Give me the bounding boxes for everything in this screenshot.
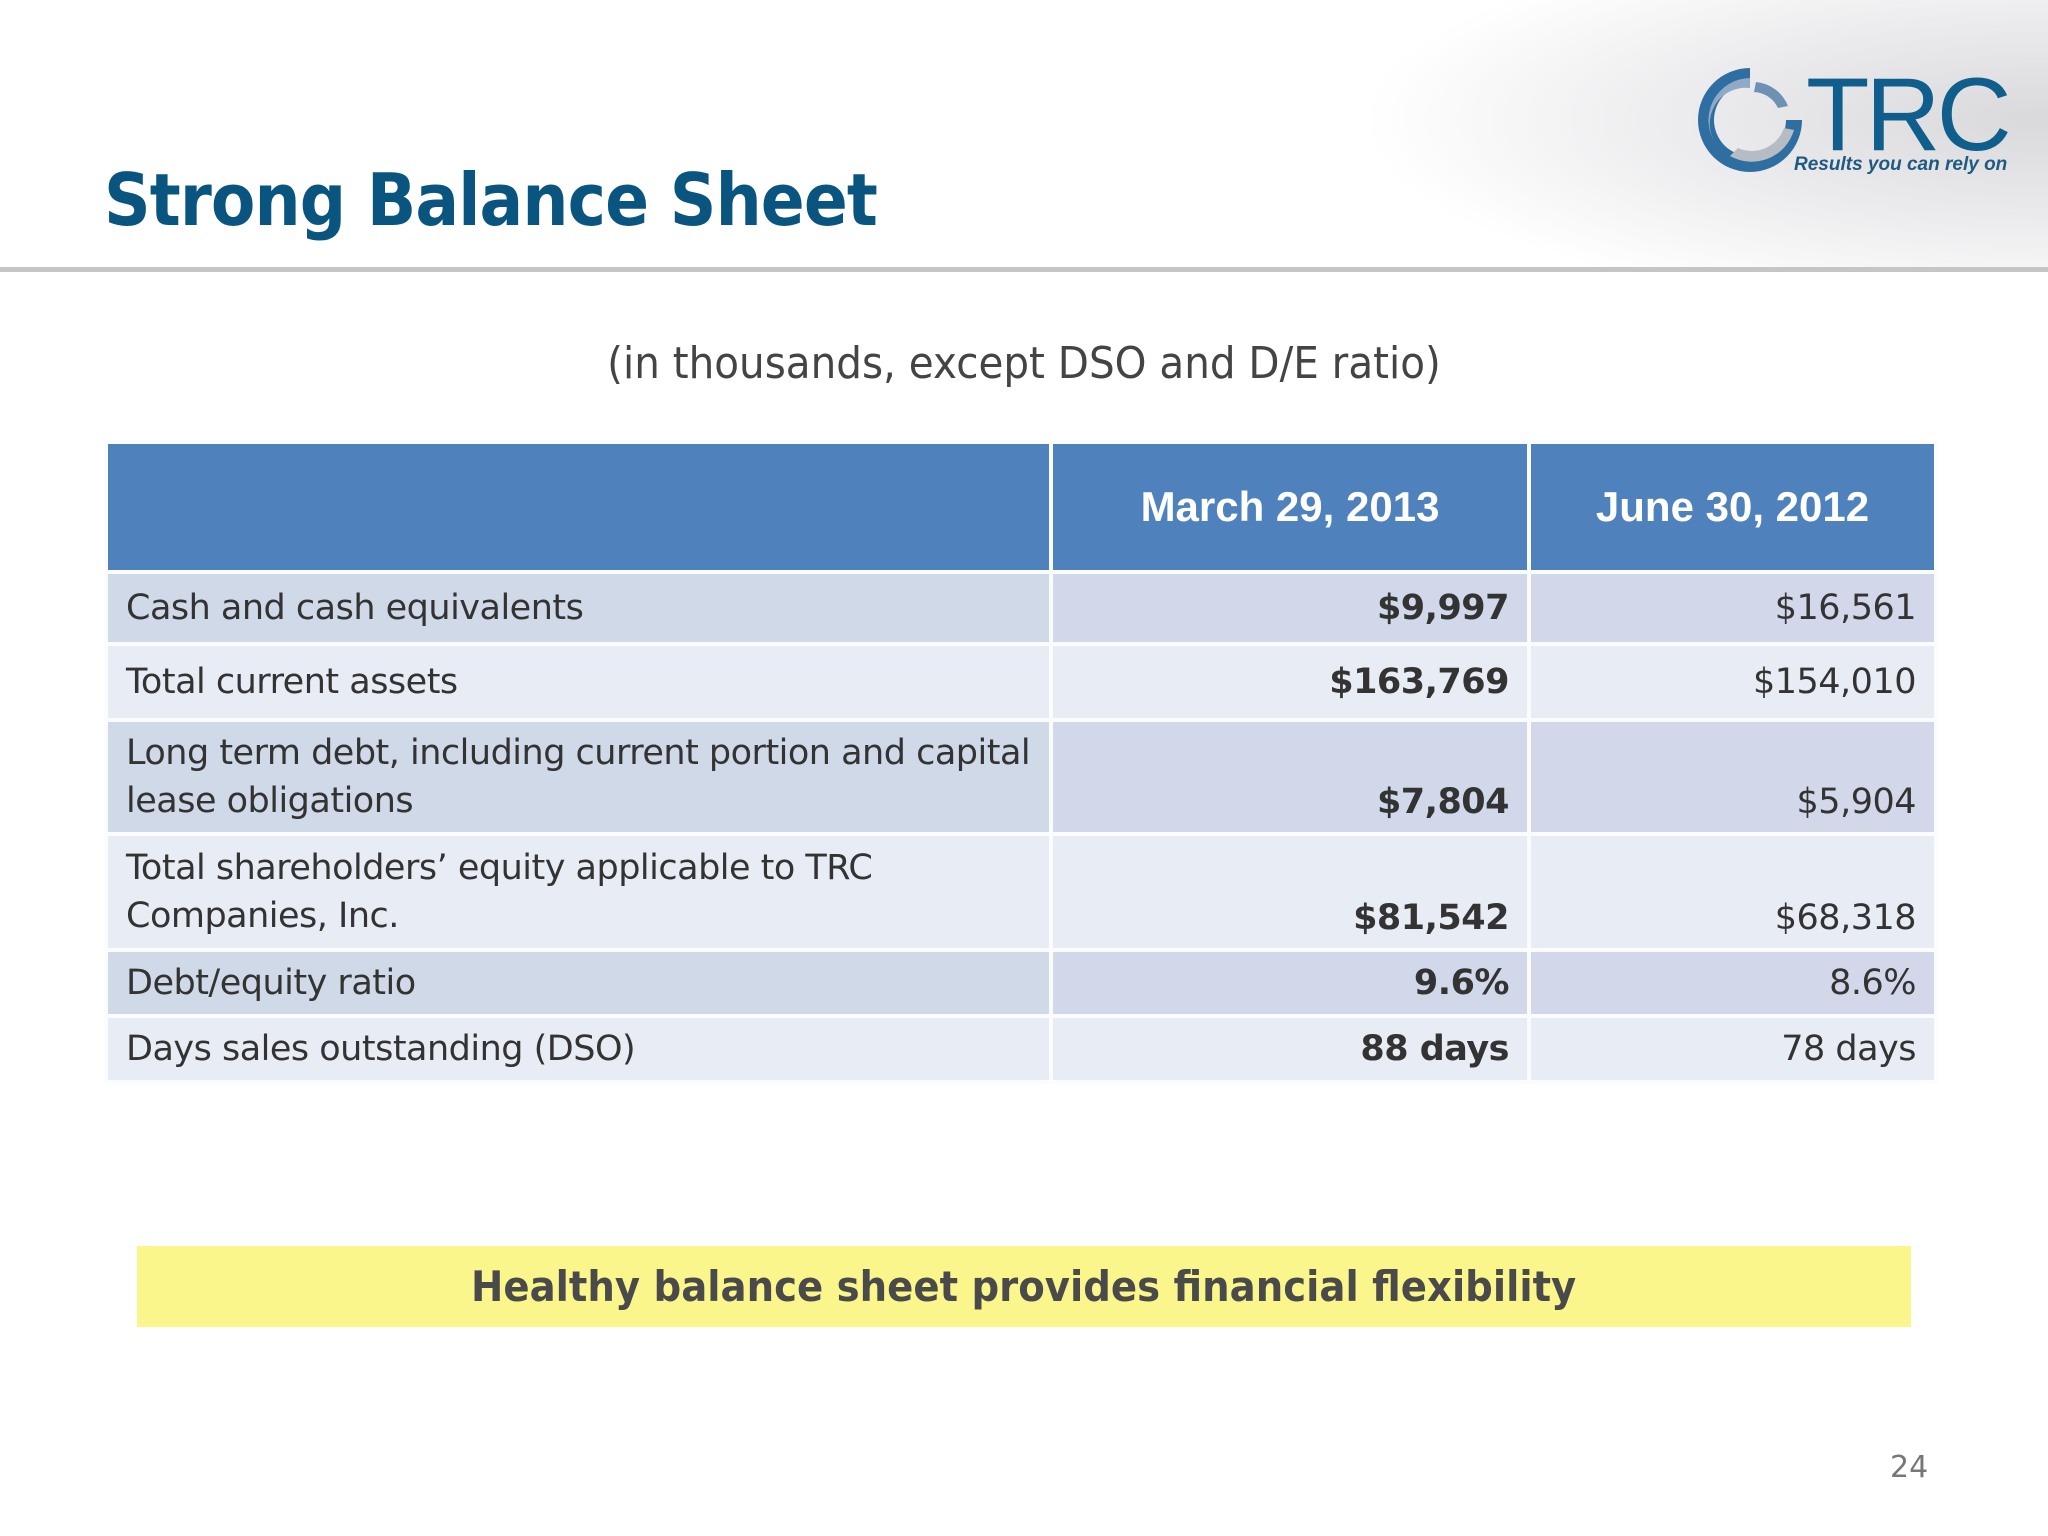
header-label-column (104, 440, 1053, 574)
logo-tagline: Results you can rely on (1794, 154, 2008, 175)
header-june-2012: June 30, 2012 (1527, 440, 1938, 574)
table-header-row: March 29, 2013 June 30, 2012 (104, 440, 1938, 574)
trc-logo: TRC Results you can rely on (1690, 57, 2020, 185)
value-june-2012: $154,010 (1527, 642, 1938, 722)
title-divider (0, 267, 2048, 272)
table-row: Total shareholders’ equity applicable to… (104, 832, 1938, 952)
table-row: Days sales outstanding (DSO) 88 days 78 … (104, 1014, 1938, 1084)
header-march-2013: March 29, 2013 (1049, 440, 1531, 574)
value-june-2012: $5,904 (1527, 718, 1938, 836)
slide-title: Strong Balance Sheet (104, 158, 878, 242)
value-june-2012: $68,318 (1527, 832, 1938, 952)
table-row: Long term debt, including current portio… (104, 718, 1938, 836)
row-label: Total shareholders’ equity applicable to… (104, 832, 1053, 952)
value-march-2013: $163,769 (1049, 642, 1531, 722)
callout-text: Healthy balance sheet provides financial… (471, 1262, 1577, 1311)
value-march-2013: 9.6% (1049, 948, 1531, 1018)
row-label: Days sales outstanding (DSO) (104, 1014, 1053, 1084)
logo-wordmark: TRC (1806, 57, 2012, 173)
value-june-2012: $16,561 (1527, 570, 1938, 646)
table-row: Total current assets $163,769 $154,010 (104, 642, 1938, 722)
slide-subtitle: (in thousands, except DSO and D/E ratio) (607, 338, 1441, 389)
value-march-2013: $81,542 (1049, 832, 1531, 952)
row-label: Long term debt, including current portio… (104, 718, 1053, 836)
page-number: 24 (1890, 1450, 1929, 1485)
table-row: Debt/equity ratio 9.6% 8.6% (104, 948, 1938, 1018)
balance-sheet-table: March 29, 2013 June 30, 2012 Cash and ca… (104, 440, 1938, 1084)
value-june-2012: 8.6% (1527, 948, 1938, 1018)
row-label: Cash and cash equivalents (104, 570, 1053, 646)
value-march-2013: $7,804 (1049, 718, 1531, 836)
value-june-2012: 78 days (1527, 1014, 1938, 1084)
swirl-logo-icon (1698, 68, 1802, 172)
value-march-2013: $9,997 (1049, 570, 1531, 646)
table-row: Cash and cash equivalents $9,997 $16,561 (104, 570, 1938, 646)
key-takeaway-callout: Healthy balance sheet provides financial… (137, 1246, 1911, 1327)
row-label: Debt/equity ratio (104, 948, 1053, 1018)
row-label: Total current assets (104, 642, 1053, 722)
value-march-2013: 88 days (1049, 1014, 1531, 1084)
